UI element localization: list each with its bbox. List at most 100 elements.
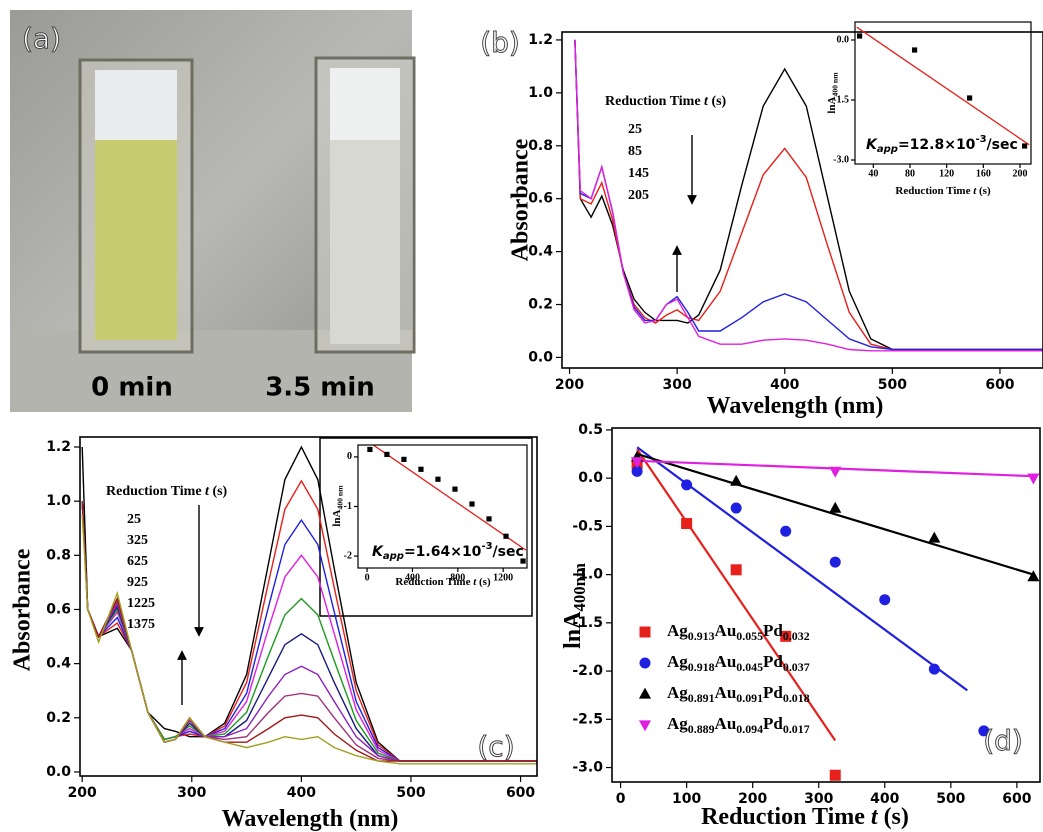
legend-label: Ag0.918Au0.045Pd0.037: [667, 652, 810, 674]
x-axis-label: Wavelength (nm): [707, 393, 884, 419]
y-axis-label: lnA400nm: [560, 563, 590, 649]
y-tick-label: 0.0: [528, 349, 553, 365]
x-tick-label: 200: [1013, 168, 1028, 179]
marker: [503, 534, 508, 539]
y-tick-label: 0.0: [578, 470, 603, 486]
cuvette-empty: [330, 68, 400, 140]
y-tick-label: 1.2: [46, 439, 71, 455]
plot-area: [857, 27, 1029, 145]
x-tick-label: 1200: [493, 572, 513, 583]
cuvette-liquid: [330, 140, 400, 344]
text-part: Pd: [763, 714, 783, 733]
rate-unit: /sec: [987, 137, 1018, 153]
y-tick-label: 0.2: [46, 710, 71, 726]
y-tick-label: 0.8: [46, 547, 71, 563]
marker: [639, 688, 651, 699]
text-part: Reduction Time: [395, 576, 473, 588]
text-part: Reduction Time: [701, 804, 871, 830]
y-tick-label: 0.5: [578, 422, 603, 438]
panel-label: (c): [477, 730, 514, 763]
text-part: Wavelength (nm): [222, 806, 399, 832]
rate-unit: /sec: [493, 544, 524, 560]
y-axis-label: lnA400 nm: [826, 72, 840, 114]
text-part: Pd: [763, 683, 783, 702]
text-part: Au: [715, 683, 737, 702]
marker: [731, 564, 742, 575]
x-axis-label: Reduction Time t (s): [395, 576, 491, 588]
time-list-item: 325: [127, 533, 148, 548]
marker: [830, 770, 841, 781]
inset-frame: [320, 438, 532, 616]
subscript: 0.094: [736, 722, 763, 736]
marker: [367, 447, 372, 452]
text-part: (s): [209, 484, 228, 499]
subscript: 0.891: [688, 691, 715, 705]
subscript: 0.055: [736, 629, 763, 643]
cuvette-liquid: [95, 140, 177, 340]
y-tick-label: 0.2: [528, 297, 553, 313]
rate-constant: Kapp=12.8×10-3/sec: [866, 134, 1018, 155]
marker: [780, 526, 791, 537]
marker: [912, 47, 917, 52]
subscript: 400 nm: [335, 485, 344, 510]
y-tick-label: 0.6: [46, 601, 71, 617]
x-tick-label: 500: [878, 377, 907, 393]
marker: [384, 452, 389, 457]
text-part: Au: [715, 714, 737, 733]
text-part: (s): [976, 185, 991, 197]
marker: [435, 477, 440, 482]
y-tick-label: -3.0: [833, 154, 849, 165]
text-part: Reduction Time: [895, 185, 973, 197]
marker: [830, 557, 841, 568]
x-tick-label: 200: [68, 785, 97, 801]
x-tick-label: 300: [177, 785, 206, 801]
subscript: 0.913: [688, 629, 715, 643]
marker: [1022, 143, 1027, 148]
text-part: Ag: [667, 683, 688, 702]
marker: [829, 502, 841, 513]
text-part: (s): [708, 94, 727, 109]
y-tick-label: -2.0: [572, 663, 603, 679]
y-tick-label: 0.0: [837, 34, 850, 45]
marker: [730, 475, 742, 486]
marker: [640, 658, 651, 669]
rate-exponent: -3: [481, 541, 492, 552]
marker: [469, 501, 474, 506]
time-list-item: 625: [127, 554, 148, 569]
y-tick-label: 0.4: [46, 656, 71, 672]
rate-subscript: app: [383, 551, 404, 562]
subscript: 400 nm: [830, 72, 839, 97]
time-list-item: 925: [127, 575, 148, 590]
y-axis-label: Absorbance: [10, 548, 36, 671]
x-tick-label: 600: [506, 785, 535, 801]
subscript: 0.918: [688, 660, 715, 674]
marker: [929, 664, 940, 675]
time-list-item: 85: [628, 144, 642, 159]
time-list-title: Reduction Time t (s): [605, 94, 727, 109]
marker: [681, 479, 692, 490]
text-part: Wavelength (nm): [707, 393, 884, 419]
x-axis-label: Reduction Time t (s): [701, 804, 909, 830]
time-list-item: 25: [127, 512, 141, 527]
text-part: (s): [476, 576, 491, 588]
marker: [928, 532, 940, 543]
rate-value: =12.8×10: [898, 137, 976, 153]
fit-line: [857, 27, 1029, 145]
marker: [639, 720, 651, 731]
subscript: 0.091: [736, 691, 763, 705]
text-part: Reduction Time: [106, 484, 205, 499]
time-list-item: 1375: [127, 617, 155, 632]
marker: [967, 95, 972, 100]
subscript: 0.037: [783, 660, 810, 674]
marker: [829, 467, 841, 478]
marker: [640, 627, 651, 638]
time-list-item: 1225: [127, 596, 155, 611]
cuvette-empty: [95, 70, 177, 140]
marker: [681, 518, 692, 529]
x-tick-label: 100: [672, 791, 701, 807]
rate-exponent: -3: [975, 134, 986, 145]
marker: [731, 503, 742, 514]
subscript: 0.045: [736, 660, 763, 674]
x-tick-label: 0: [616, 791, 626, 807]
x-tick-label: 0: [365, 572, 370, 583]
